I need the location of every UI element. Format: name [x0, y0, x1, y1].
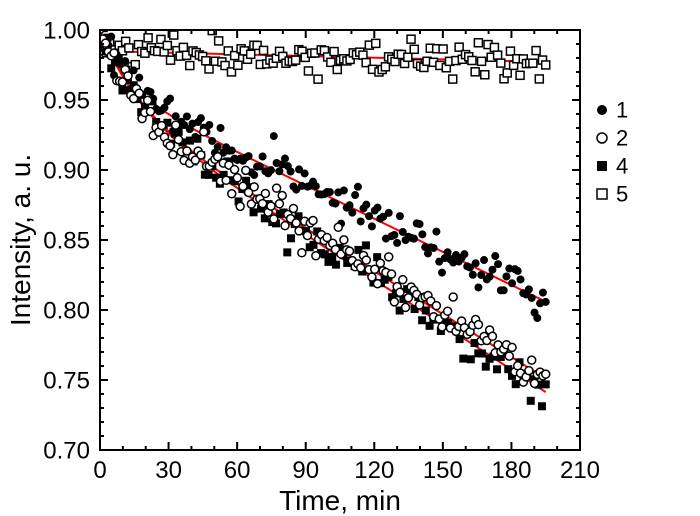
- x-tick-label: 0: [93, 457, 106, 484]
- y-tick-label: 0.85: [43, 227, 90, 254]
- y-tick-label: 0.75: [43, 367, 90, 394]
- legend-label: 5: [616, 182, 628, 207]
- x-tick-label: 210: [560, 457, 600, 484]
- x-tick-label: 120: [354, 457, 394, 484]
- x-tick-label: 180: [491, 457, 531, 484]
- y-tick-label: 0.70: [43, 437, 90, 464]
- chart-container: 0 30 60 90 120 150 180 210 0.70 0.75 0.80 0.85 0.90 0…: [0, 0, 700, 516]
- y-tick-label: 1.00: [43, 17, 90, 44]
- y-tick-label: 0.95: [43, 87, 90, 114]
- scatter-chart: 0 30 60 90 120 150 180 210 0.70 0.75 0.80 0.85 0.90 0…: [0, 0, 700, 516]
- x-tick-label: 60: [224, 457, 251, 484]
- legend-label: 4: [616, 154, 628, 179]
- x-tick-label: 90: [292, 457, 319, 484]
- y-axis-title: Intensity, a. u.: [5, 154, 36, 326]
- legend-label: 2: [616, 126, 628, 151]
- x-tick-label: 30: [155, 457, 182, 484]
- x-tick-label: 150: [423, 457, 463, 484]
- y-tick-label: 0.90: [43, 157, 90, 184]
- x-axis-title: Time, min: [279, 485, 401, 516]
- legend-label: 1: [616, 98, 628, 123]
- y-tick-label: 0.80: [43, 297, 90, 324]
